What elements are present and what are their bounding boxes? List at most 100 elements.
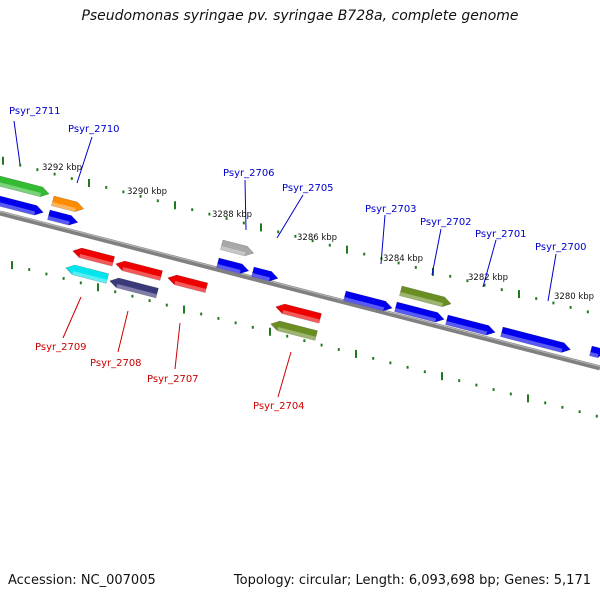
gene-psyr-2703-shade (399, 292, 444, 307)
scale-labels: 3292 kbp 3290 kbp 3288 kbp 3286 kbp 3284… (42, 163, 594, 302)
gene-rev-3-shade (282, 310, 320, 324)
scale-label-3288: 3288 kbp (212, 210, 252, 220)
leader-psyr-2708 (117, 310, 129, 353)
gene-fwd-3-shade (216, 264, 241, 274)
gene-fwd-3-body (216, 257, 250, 274)
gene-psyr-2710-body (51, 195, 85, 212)
gene-psyr-2708-shade (116, 284, 157, 298)
gene-rev-1-body (72, 247, 116, 267)
leader-psyr-2709 (62, 296, 82, 339)
gene-psyr-2702-body (343, 290, 393, 312)
gene-fwd-1 (0, 195, 44, 216)
gene-psyr-2709-shade (72, 271, 108, 284)
scale-label-3290: 3290 kbp (127, 187, 167, 197)
gene-label-psyr-2710: Psyr_2710 (68, 124, 120, 135)
leader-psyr-2710 (76, 136, 93, 184)
gene-fwd-1-shade (0, 202, 36, 216)
gene-label-psyr-2711: Psyr_2711 (9, 106, 61, 117)
gene-psyr-2709-body (65, 264, 109, 284)
gene-psyr-2700 (500, 326, 572, 353)
gene-psyr-2701 (445, 314, 496, 336)
gene-fwd-4 (394, 301, 445, 323)
gene-psyr-2711 (0, 175, 50, 197)
leader-psyr-2702 (431, 228, 442, 276)
gene-fwd-4-body (394, 301, 445, 323)
gene-label-psyr-2703: Psyr_2703 (365, 204, 417, 215)
gene-rev-1-shade (79, 254, 114, 267)
leader-psyr-2706 (244, 179, 247, 231)
gene-psyr-2707-shade (174, 281, 207, 293)
scale-label-3284: 3284 kbp (383, 254, 423, 264)
scale-label-3280: 3280 kbp (554, 292, 594, 302)
topology-text: Topology: circular; Length: 6,093,698 bp… (233, 573, 591, 588)
forward-label-leaders (13, 120, 557, 302)
forward-gene-labels: Psyr_2711 Psyr_2710 Psyr_2706 Psyr_2705 … (9, 106, 587, 253)
gene-fwd-3 (216, 257, 250, 274)
gene-label-psyr-2706: Psyr_2706 (223, 168, 275, 179)
genome-backbone-highlight (0, 211, 600, 367)
gene-fwd-2 (47, 209, 79, 226)
gene-psyr-2710 (51, 195, 85, 212)
leader-psyr-2707 (174, 322, 181, 370)
gene-rev-3-body (275, 303, 322, 324)
gene-psyr-2706 (220, 239, 255, 257)
leader-psyr-2704 (277, 351, 292, 398)
gene-psyr-2706-shade (220, 246, 246, 256)
gene-label-psyr-2705: Psyr_2705 (282, 183, 334, 194)
gene-fwd-1-body (0, 195, 44, 216)
gene-psyr-2711-body (0, 175, 50, 197)
leader-psyr-2705 (276, 194, 304, 239)
gene-label-psyr-2702: Psyr_2702 (420, 217, 472, 228)
leader-psyr-2700 (547, 253, 557, 302)
gene-label-psyr-2700: Psyr_2700 (535, 242, 587, 253)
gene-psyr-2705-body (251, 266, 279, 282)
gene-fwd-5 (589, 345, 600, 359)
gene-psyr-2708 (109, 277, 159, 299)
gene-psyr-2702-shade (343, 297, 385, 311)
leader-psyr-2711 (13, 120, 21, 165)
genome-backbone (0, 210, 600, 371)
gene-rev-2-shade (122, 267, 161, 281)
scale-label-3286: 3286 kbp (297, 233, 337, 243)
gene-psyr-2700-body (500, 326, 572, 353)
reverse-label-leaders (62, 296, 292, 398)
gene-psyr-2708-body (109, 277, 159, 299)
scale-label-3282: 3282 kbp (468, 273, 508, 283)
gene-psyr-2707 (167, 274, 209, 294)
gene-psyr-2704-shade (277, 327, 316, 341)
gene-psyr-2701-shade (445, 321, 488, 336)
gene-psyr-2704-body (270, 320, 318, 341)
leader-psyr-2701 (482, 239, 497, 288)
gene-fwd-2-body (47, 209, 79, 226)
gene-psyr-2704 (270, 320, 318, 341)
gene-psyr-2711-shade (0, 182, 42, 197)
gene-label-psyr-2701: Psyr_2701 (475, 229, 527, 240)
gene-psyr-2707-body (167, 274, 209, 294)
reverse-gene-labels: Psyr_2709 Psyr_2708 Psyr_2707 Psyr_2704 (35, 342, 305, 412)
gene-psyr-2703-body (399, 285, 452, 307)
gene-psyr-2710-shade (51, 202, 76, 212)
gene-label-psyr-2707: Psyr_2707 (147, 374, 199, 385)
gene-features (0, 175, 600, 359)
gene-fwd-2-shade (47, 216, 70, 226)
gene-label-psyr-2704: Psyr_2704 (253, 401, 305, 412)
gene-label-psyr-2709: Psyr_2709 (35, 342, 87, 353)
gene-psyr-2705-shade (251, 273, 271, 282)
gene-psyr-2706-body (220, 239, 255, 257)
gene-rev-1 (72, 247, 116, 267)
scale-label-3292: 3292 kbp (42, 163, 82, 173)
gene-psyr-2703 (399, 285, 452, 307)
map-title: Pseudomonas syringae pv. syringae B728a,… (81, 8, 519, 24)
gene-psyr-2709 (65, 264, 109, 284)
lower-scale-ticks (11, 261, 598, 418)
gene-rev-2-body (115, 260, 163, 281)
gene-fwd-5-shade (589, 352, 599, 358)
gene-psyr-2700-shade (500, 333, 563, 353)
gene-label-psyr-2708: Psyr_2708 (90, 358, 142, 369)
gene-rev-2 (115, 260, 163, 281)
gene-fwd-4-shade (394, 308, 437, 323)
gene-psyr-2701-body (445, 314, 496, 336)
gene-psyr-2702 (343, 290, 393, 312)
accession-text: Accession: NC_007005 (8, 573, 156, 588)
